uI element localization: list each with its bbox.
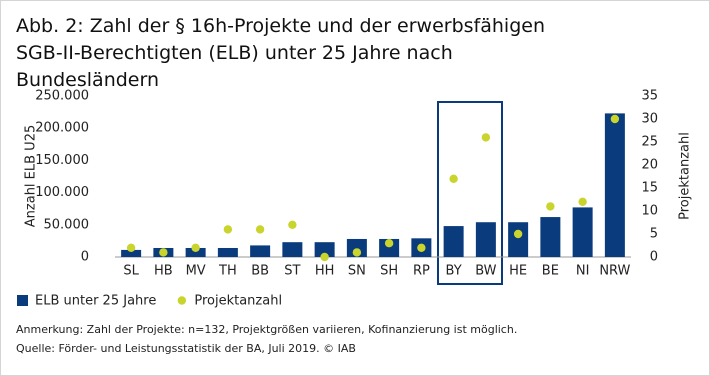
point: [288, 220, 297, 229]
y-tick-label: 150.000: [35, 153, 89, 168]
point: [320, 252, 329, 262]
point: [191, 243, 200, 252]
bar: [604, 113, 625, 257]
x-tick-label: SH: [380, 264, 398, 279]
point: [417, 243, 426, 252]
x-tick-label: BE: [542, 264, 559, 279]
point: [546, 202, 555, 211]
x-tick-label: ST: [284, 264, 300, 279]
y2-tick-label: 0: [650, 250, 658, 265]
note: Quelle: Förder- und Leistungsstatistik d…: [16, 342, 356, 355]
bar: [250, 245, 271, 257]
x-tick-label: SL: [123, 264, 139, 279]
point: [126, 243, 136, 252]
y2-tick-label: 30: [641, 112, 658, 127]
x-tick-label: BB: [251, 264, 269, 279]
note: Anmerkung: Zahl der Projekte: n=132, Pro…: [16, 323, 518, 336]
y2-axis-label: Projektanzahl: [678, 132, 693, 220]
bar: [508, 222, 529, 257]
point: [449, 174, 458, 183]
legend-swatch: [17, 295, 28, 306]
bar: [379, 238, 400, 257]
x-tick-label: NI: [576, 264, 590, 279]
x-tick-label: NRW: [599, 264, 630, 279]
point: [610, 114, 620, 124]
y2-tick-label: 15: [641, 181, 658, 196]
y2-tick-label: 10: [641, 204, 658, 219]
x-tick-label: BY: [446, 264, 462, 279]
bar: [282, 242, 303, 257]
chart-title: Abb. 2: Zahl der § 16h-Projekte und der …: [16, 15, 545, 91]
y-tick-label: 100.000: [35, 185, 89, 200]
y-tick-label: 250.000: [35, 89, 89, 104]
point: [255, 225, 265, 234]
x-tick-label: SN: [348, 264, 366, 279]
highlight-box: [437, 101, 503, 285]
y2-tick-label: 25: [641, 135, 658, 150]
legend-swatch: [177, 296, 187, 305]
bar: [475, 222, 496, 257]
point: [513, 229, 523, 239]
legend-label: Projektanzahl: [194, 294, 282, 309]
bar: [185, 247, 206, 257]
bar: [217, 247, 238, 257]
bar: [314, 242, 335, 257]
legend-label: ELB unter 25 Jahre: [35, 294, 156, 309]
point: [352, 248, 362, 257]
bar: [572, 207, 593, 257]
y2-tick-label: 35: [641, 89, 658, 104]
y2-tick-label: 20: [641, 158, 658, 173]
y-tick-label: 200.000: [35, 121, 89, 136]
point: [578, 197, 587, 206]
bar: [121, 249, 142, 257]
point: [481, 133, 491, 142]
bar: [346, 238, 367, 257]
point: [159, 248, 168, 257]
x-tick-label: HE: [509, 264, 527, 279]
x-tick-label: TH: [218, 264, 237, 279]
y-tick-label: 0: [81, 250, 89, 265]
x-tick-label: MV: [186, 264, 206, 279]
point: [223, 225, 233, 234]
x-tick-label: HB: [154, 264, 173, 279]
y2-tick-label: 5: [650, 227, 658, 242]
point: [384, 239, 394, 248]
x-tick-label: BW: [475, 264, 496, 279]
y-axis-label: Anzahl ELB U25: [24, 125, 39, 227]
bar: [540, 217, 561, 257]
bar: [443, 226, 464, 257]
x-tick-label: RP: [413, 264, 430, 279]
x-tick-label: HH: [315, 264, 335, 279]
y-tick-label: 50.000: [44, 217, 90, 232]
